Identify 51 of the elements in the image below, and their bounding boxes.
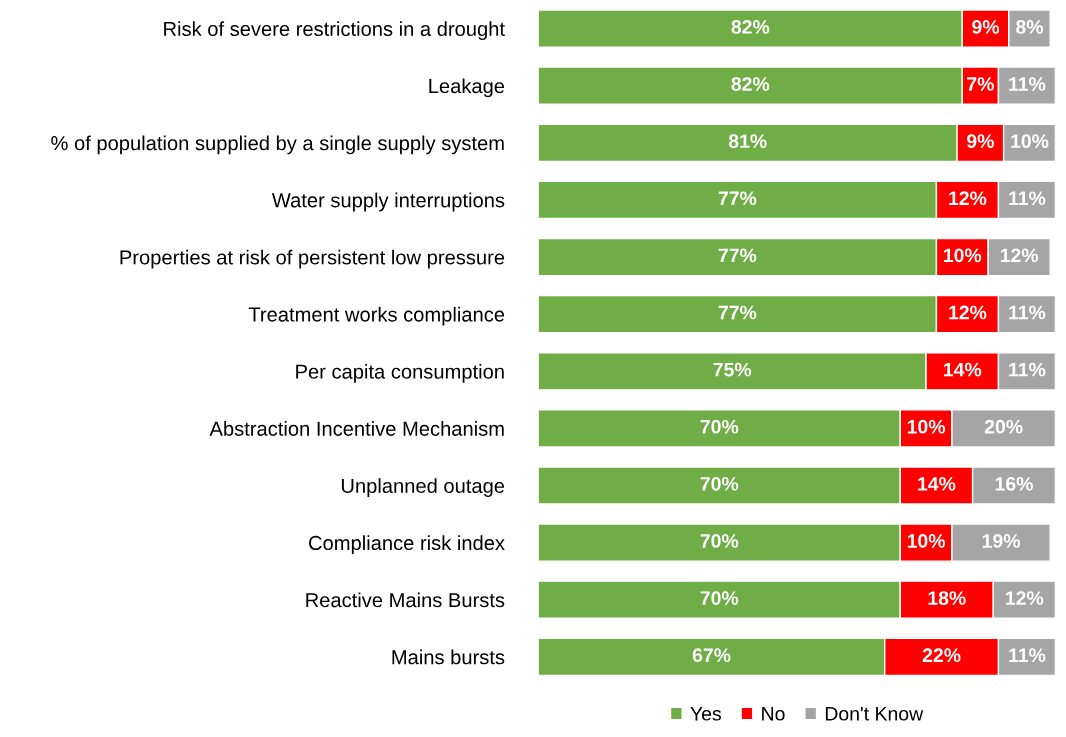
data-label: 14% — [918, 477, 956, 491]
y-tick-label: Mains bursts — [392, 649, 505, 665]
data-label: 81% — [728, 134, 767, 149]
data-label: 75% — [713, 362, 752, 377]
data-label: 10% — [944, 248, 982, 263]
data-label: 11% — [1009, 305, 1046, 320]
data-label: 7% — [967, 77, 994, 91]
data-label: 10% — [907, 534, 946, 548]
data-label: 16% — [995, 476, 1033, 491]
y-tick-label: Treatment works compliance — [248, 306, 505, 326]
legend-label: No — [762, 707, 785, 721]
data-label: 19% — [982, 534, 1020, 548]
data-label: 77% — [718, 191, 757, 206]
data-label: 11% — [1009, 362, 1046, 377]
data-label: 12% — [949, 305, 987, 320]
data-label: 70% — [700, 534, 739, 548]
data-label: 82% — [731, 20, 770, 34]
y-tick-label: Compliance risk index — [309, 535, 505, 555]
data-label: 12% — [1000, 248, 1039, 263]
legend-label: Don't Know — [825, 707, 924, 721]
legend-label: Yes — [690, 707, 721, 721]
y-tick-label: Reactive Mains Bursts — [306, 592, 505, 608]
y-tick-label: Water supply interruptions — [271, 192, 505, 212]
data-label: 11% — [1009, 77, 1046, 91]
data-label: 11% — [1009, 648, 1046, 663]
data-label: 8% — [1016, 20, 1044, 34]
data-label: 77% — [718, 248, 757, 263]
data-label: 18% — [928, 591, 966, 605]
data-label: 9% — [967, 134, 994, 149]
data-label: 67% — [692, 648, 731, 663]
data-label: 10% — [907, 419, 946, 434]
data-label: 9% — [972, 20, 1000, 34]
y-tick-label: Properties at risk of persistent low pressure — [120, 249, 505, 269]
y-tick-label: Unplanned outage — [341, 478, 505, 497]
data-label: 12% — [949, 191, 987, 206]
data-label: 20% — [984, 419, 1023, 434]
data-label: 12% — [1006, 591, 1044, 605]
data-label: 11% — [1009, 191, 1046, 206]
data-label: 14% — [944, 362, 982, 377]
y-tick-label: % of population supplied by a single supply system — [51, 135, 504, 155]
data-label: 77% — [718, 305, 757, 320]
data-label: 10% — [1011, 134, 1049, 149]
data-label: 70% — [700, 476, 739, 491]
data-label: 70% — [700, 419, 739, 434]
y-tick-label: Per capita consumption — [296, 363, 504, 383]
data-label: 22% — [922, 648, 961, 663]
data-label: 70% — [700, 591, 739, 605]
y-tick-label: Leakage — [429, 78, 505, 98]
data-label: 82% — [731, 77, 770, 91]
y-tick-label: Abstraction Incentive Mechanism — [209, 421, 504, 436]
y-tick-label: Risk of severe restrictions in a drought — [164, 21, 505, 41]
